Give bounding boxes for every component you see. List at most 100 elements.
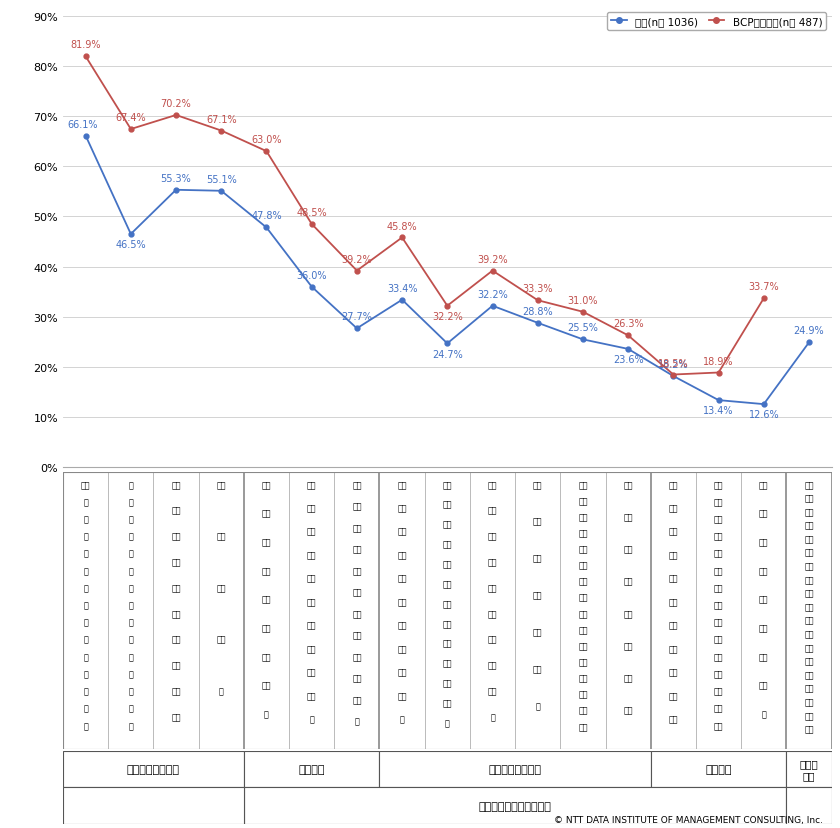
Text: への: への: [759, 537, 769, 546]
Text: を想: を想: [804, 616, 814, 625]
Text: 策: 策: [129, 721, 134, 730]
Text: 代替: 代替: [443, 500, 452, 509]
Text: ・意: ・意: [578, 722, 588, 731]
Text: げ: げ: [83, 600, 88, 609]
Text: こと: こと: [804, 603, 814, 611]
Text: 確: 確: [129, 584, 134, 593]
Text: 32.2%: 32.2%: [432, 311, 463, 321]
Text: ン手: ン手: [714, 584, 723, 593]
Text: 策: 策: [490, 712, 495, 721]
Text: 47.8%: 47.8%: [251, 211, 281, 221]
Text: 計画: 計画: [804, 711, 814, 720]
Text: 順・: 順・: [669, 621, 678, 630]
Text: 用品: 用品: [443, 560, 452, 569]
Text: 度ま: 度ま: [352, 523, 362, 532]
Text: 順・: 順・: [397, 691, 407, 700]
Text: を復: を復: [352, 652, 362, 662]
Text: つま: つま: [307, 503, 317, 513]
Text: 対応: 対応: [759, 566, 769, 575]
Text: かど: かど: [352, 480, 362, 489]
Text: ・: ・: [83, 515, 88, 523]
Text: 準: 準: [83, 670, 88, 678]
Text: 24.9%: 24.9%: [794, 326, 824, 336]
Text: 発生: 発生: [804, 575, 814, 585]
Text: 定: 定: [83, 721, 88, 730]
Text: 順な: 順な: [759, 681, 769, 690]
Text: の退: の退: [171, 584, 181, 593]
Text: 事業: 事業: [262, 652, 271, 662]
Text: 従業: 従業: [217, 480, 226, 489]
Text: 外部連携: 外部連携: [706, 764, 732, 774]
Text: せる: せる: [307, 691, 317, 700]
Text: 害: 害: [83, 498, 88, 507]
Text: た訓: た訓: [804, 643, 814, 652]
Text: 27.7%: 27.7%: [341, 312, 372, 322]
Text: 立: 立: [83, 566, 88, 575]
Legend: 全体(n＝ 1036), BCP策定済み(n＝ 487): 全体(n＝ 1036), BCP策定済み(n＝ 487): [607, 12, 827, 31]
Text: につ: につ: [397, 598, 407, 607]
Text: 設: 設: [83, 704, 88, 713]
Text: グッ: グッ: [578, 593, 588, 602]
Text: の: の: [83, 686, 88, 696]
Text: 員へ: 員へ: [171, 558, 181, 566]
Text: 自社: 自社: [488, 480, 497, 489]
Text: での: での: [352, 545, 362, 554]
Text: 業・: 業・: [352, 609, 362, 619]
Text: スク: スク: [578, 528, 588, 537]
Text: 判断: 判断: [171, 686, 181, 696]
Text: 認: 認: [129, 600, 134, 609]
Text: 部: 部: [83, 549, 88, 558]
Text: コミ: コミ: [714, 515, 723, 523]
Text: ど: ど: [761, 710, 766, 719]
Text: いす: いす: [623, 480, 633, 489]
Text: の: の: [129, 704, 134, 713]
Text: ・消: ・消: [578, 545, 588, 554]
Text: ズ等: ズ等: [578, 609, 588, 619]
Text: 意・: 意・: [669, 691, 678, 700]
Text: ・事: ・事: [352, 588, 362, 597]
Text: 意や: 意や: [443, 580, 452, 589]
Text: 代: 代: [400, 715, 405, 724]
Text: 等の: 等の: [804, 684, 814, 693]
Text: 二次: 二次: [578, 480, 588, 489]
Text: 23.6%: 23.6%: [613, 354, 643, 365]
Text: 18.2%: 18.2%: [658, 359, 689, 369]
Text: せる: せる: [352, 696, 362, 705]
Text: 故・: 故・: [804, 508, 814, 517]
Bar: [380, 751, 651, 787]
Text: 手: 手: [129, 670, 134, 678]
Text: デミ: デミ: [804, 535, 814, 543]
Text: 業務: 業務: [352, 566, 362, 575]
Text: 手順: 手順: [488, 661, 497, 670]
Text: ・復: ・復: [669, 574, 678, 583]
Text: 復旧: 復旧: [488, 635, 497, 644]
Text: 設・: 設・: [397, 527, 407, 537]
Text: への: への: [714, 721, 723, 730]
Text: ・: ・: [129, 515, 134, 523]
Text: 被: 被: [129, 532, 134, 541]
Text: ステ: ステ: [669, 480, 678, 489]
Text: 置災: 置災: [81, 480, 91, 489]
Text: 55.3%: 55.3%: [160, 174, 192, 184]
Text: 等の: 等の: [171, 661, 181, 670]
Text: 順・: 順・: [714, 600, 723, 609]
Text: につ: につ: [623, 706, 633, 715]
Text: 代替: 代替: [669, 644, 678, 653]
Text: 務・: 務・: [262, 623, 271, 633]
Text: 事業: 事業: [352, 631, 362, 640]
Text: 32.2%: 32.2%: [477, 290, 508, 300]
Text: サー: サー: [443, 599, 452, 609]
Text: など: など: [397, 574, 407, 583]
Text: 48.5%: 48.5%: [297, 208, 327, 218]
Text: 39.2%: 39.2%: [342, 254, 372, 264]
Text: スの: スの: [578, 690, 588, 699]
Text: の提: の提: [443, 639, 452, 648]
Text: コミ: コミ: [759, 509, 769, 518]
Text: 31.0%: 31.0%: [568, 296, 598, 306]
Text: して: して: [262, 509, 271, 518]
Text: 法に: 法に: [443, 679, 452, 688]
Text: 災: 災: [129, 549, 134, 558]
Text: 意・: 意・: [533, 665, 543, 673]
Text: 45.8%: 45.8%: [386, 221, 417, 231]
Text: ての: ての: [623, 513, 633, 522]
